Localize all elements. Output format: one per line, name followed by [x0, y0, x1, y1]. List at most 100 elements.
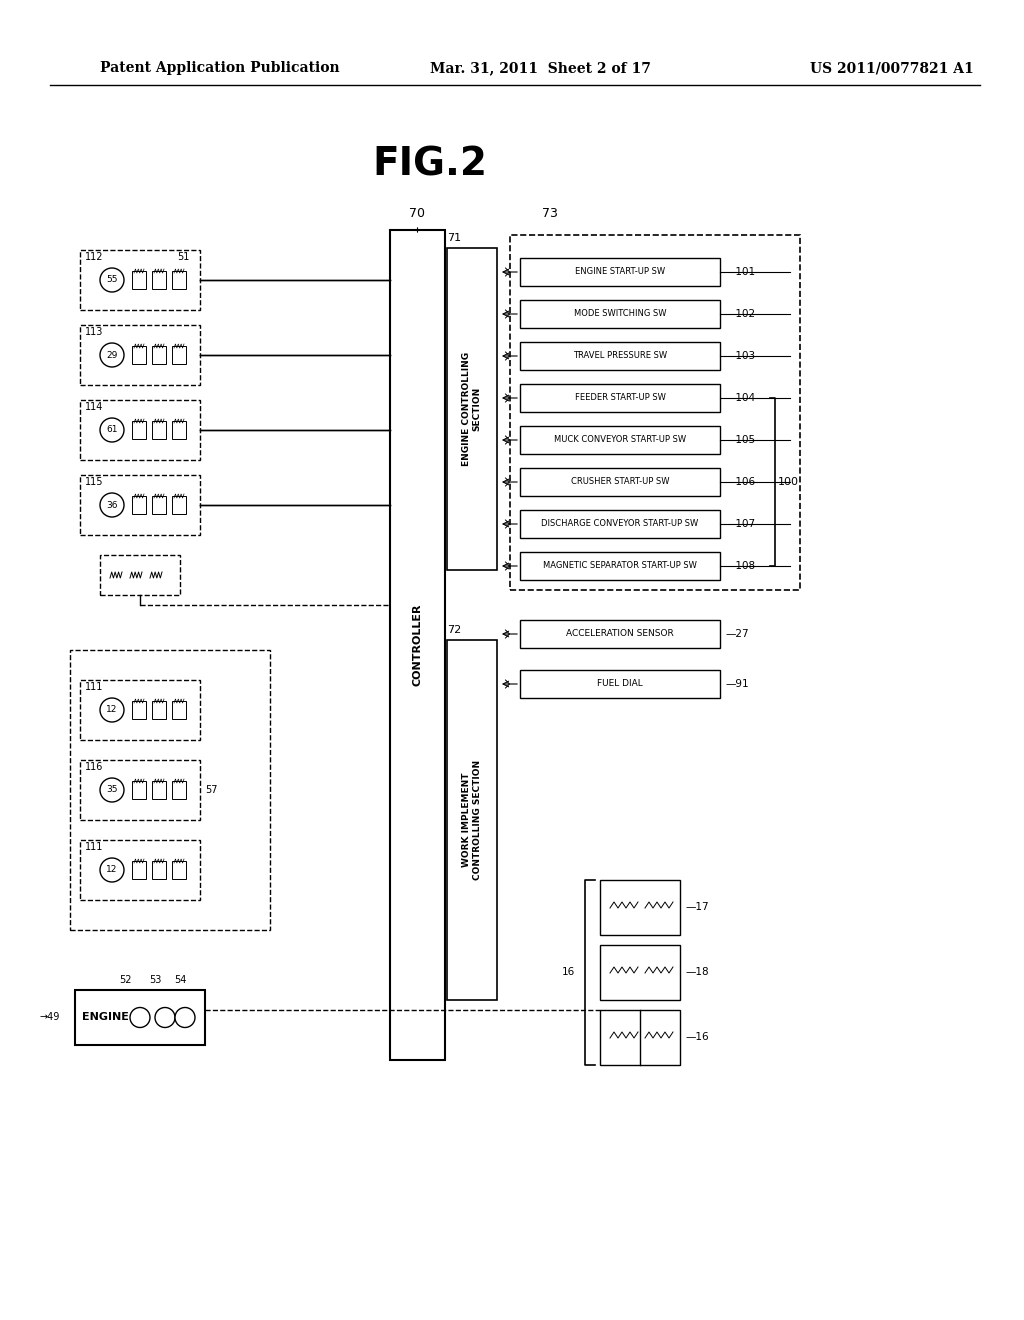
Circle shape — [100, 418, 124, 442]
Bar — [75, 990, 205, 1045]
Text: →49: →49 — [40, 1012, 60, 1023]
Text: ENGINE START-UP SW: ENGINE START-UP SW — [574, 268, 665, 276]
Bar — [152, 861, 166, 879]
Text: 12: 12 — [106, 866, 118, 874]
Text: 16: 16 — [562, 968, 575, 977]
Bar — [152, 271, 166, 289]
Text: —17: —17 — [685, 902, 709, 912]
Bar — [447, 640, 497, 1001]
Text: ENGINE CONTROLLING
SECTION: ENGINE CONTROLLING SECTION — [462, 352, 481, 466]
Bar — [80, 400, 200, 459]
Bar — [600, 1010, 680, 1065]
Text: MAGNETIC SEPARATOR START-UP SW: MAGNETIC SEPARATOR START-UP SW — [543, 561, 697, 570]
Bar — [600, 880, 680, 935]
Bar — [520, 469, 720, 496]
Bar — [520, 510, 720, 539]
Bar — [132, 701, 146, 719]
Text: —106: —106 — [725, 477, 755, 487]
Text: 100: 100 — [778, 477, 799, 487]
Text: 116: 116 — [85, 762, 103, 772]
Bar — [100, 554, 180, 595]
Text: 72: 72 — [446, 624, 461, 635]
Circle shape — [100, 492, 124, 517]
Bar — [152, 496, 166, 513]
Bar — [520, 384, 720, 412]
Text: —18: —18 — [685, 968, 709, 977]
Bar — [172, 346, 186, 364]
Circle shape — [175, 1007, 195, 1027]
Text: 71: 71 — [446, 234, 461, 243]
Bar — [152, 701, 166, 719]
Bar — [80, 475, 200, 535]
Circle shape — [100, 268, 124, 292]
Text: MUCK CONVEYOR START-UP SW: MUCK CONVEYOR START-UP SW — [554, 436, 686, 445]
Bar — [132, 496, 146, 513]
Text: —101: —101 — [725, 267, 755, 277]
Text: ENGINE: ENGINE — [82, 1012, 128, 1023]
Text: 112: 112 — [85, 252, 103, 261]
Bar — [172, 496, 186, 513]
Bar — [510, 235, 800, 590]
Text: 12: 12 — [106, 705, 118, 714]
Text: 111: 111 — [85, 682, 103, 692]
Text: —103: —103 — [725, 351, 755, 360]
Text: 70: 70 — [410, 207, 426, 220]
Bar — [520, 552, 720, 579]
Bar — [132, 346, 146, 364]
Bar — [172, 701, 186, 719]
Text: WORK IMPLEMENT
CONTROLLING SECTION: WORK IMPLEMENT CONTROLLING SECTION — [462, 760, 481, 880]
Bar — [152, 421, 166, 440]
Bar — [520, 300, 720, 327]
Bar — [447, 248, 497, 570]
Bar — [80, 760, 200, 820]
Text: —91: —91 — [725, 678, 749, 689]
Bar — [152, 781, 166, 799]
Bar — [520, 257, 720, 286]
Text: 57: 57 — [205, 785, 217, 795]
Text: 113: 113 — [85, 327, 103, 337]
Bar — [80, 840, 200, 900]
Text: CRUSHER START-UP SW: CRUSHER START-UP SW — [570, 478, 670, 487]
Text: Patent Application Publication: Patent Application Publication — [100, 61, 340, 75]
Text: 73: 73 — [542, 207, 558, 220]
Circle shape — [100, 343, 124, 367]
Text: 51: 51 — [177, 252, 190, 261]
Bar — [172, 781, 186, 799]
Text: 115: 115 — [85, 477, 103, 487]
Text: DISCHARGE CONVEYOR START-UP SW: DISCHARGE CONVEYOR START-UP SW — [542, 520, 698, 528]
Text: FUEL DIAL: FUEL DIAL — [597, 680, 643, 689]
Bar — [172, 271, 186, 289]
Text: 55: 55 — [106, 276, 118, 285]
Circle shape — [130, 1007, 150, 1027]
Bar — [80, 249, 200, 310]
Text: CONTROLLER: CONTROLLER — [413, 603, 423, 686]
Bar — [172, 861, 186, 879]
Text: 54: 54 — [174, 975, 186, 985]
Text: 35: 35 — [106, 785, 118, 795]
Bar — [172, 421, 186, 440]
Text: 53: 53 — [148, 975, 161, 985]
Text: FEEDER START-UP SW: FEEDER START-UP SW — [574, 393, 666, 403]
Bar — [80, 325, 200, 385]
Text: 61: 61 — [106, 425, 118, 434]
Text: —105: —105 — [725, 436, 755, 445]
Bar — [132, 781, 146, 799]
Bar — [520, 620, 720, 648]
Text: 29: 29 — [106, 351, 118, 359]
Bar — [70, 649, 270, 931]
Bar — [520, 671, 720, 698]
Text: Mar. 31, 2011  Sheet 2 of 17: Mar. 31, 2011 Sheet 2 of 17 — [430, 61, 651, 75]
Bar — [520, 426, 720, 454]
Text: —107: —107 — [725, 519, 755, 529]
Text: TRAVEL PRESSURE SW: TRAVEL PRESSURE SW — [573, 351, 667, 360]
Circle shape — [100, 698, 124, 722]
Circle shape — [100, 777, 124, 803]
Text: —16: —16 — [685, 1032, 709, 1041]
Text: —27: —27 — [725, 630, 749, 639]
Text: —102: —102 — [725, 309, 755, 319]
Bar — [600, 945, 680, 1001]
Bar — [520, 342, 720, 370]
Circle shape — [155, 1007, 175, 1027]
Bar — [152, 346, 166, 364]
Text: —108: —108 — [725, 561, 755, 572]
